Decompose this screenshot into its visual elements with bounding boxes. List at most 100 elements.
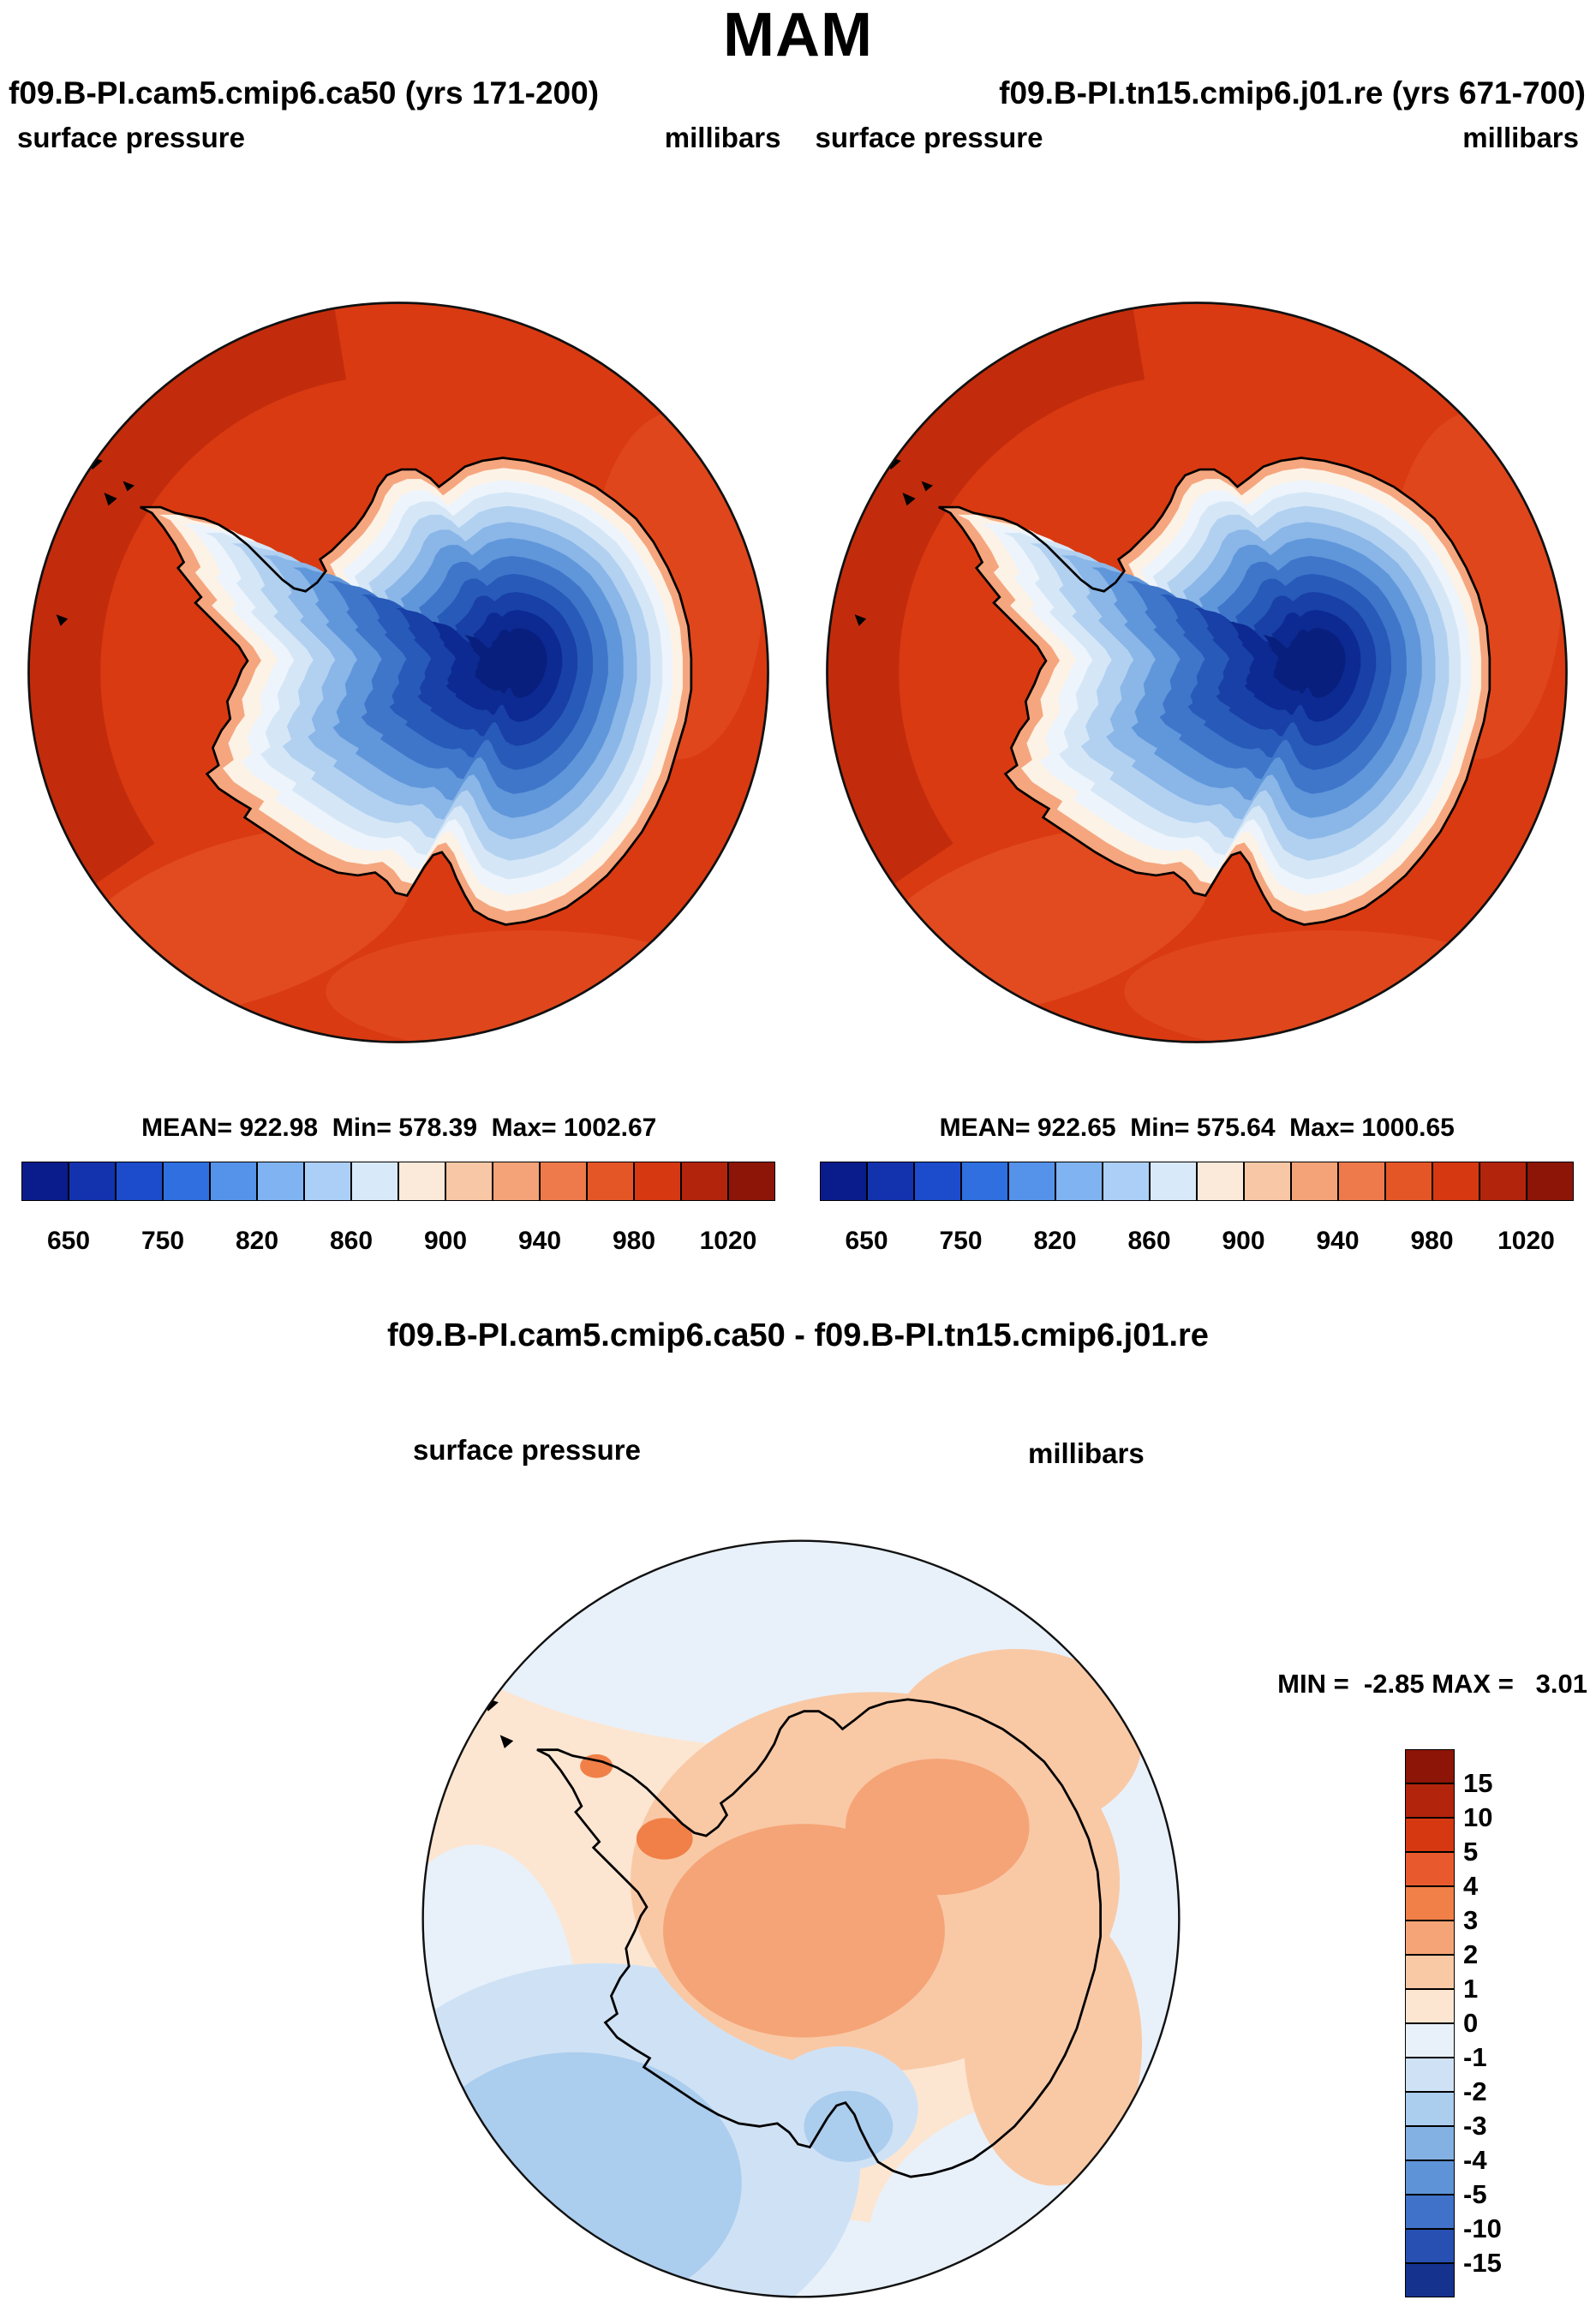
diff-colorbar-label: -15: [1463, 2248, 1502, 2278]
diff-colorbar-label: 15: [1463, 1768, 1493, 1798]
colorbar-segment: [634, 1162, 681, 1201]
panel-label-row: surface pressure millibars: [816, 122, 1580, 154]
diff-colorbar-segment: [1405, 1989, 1455, 2023]
diff-colorbar-label: -2: [1463, 2076, 1487, 2106]
colorbar-segment: [587, 1162, 634, 1201]
diff-colorbar-label: 1: [1463, 1974, 1479, 2004]
colorbar-segment: [493, 1162, 540, 1201]
diff-colorbar-segment: [1405, 1818, 1455, 1852]
diff-colorbar-segment: [1405, 2160, 1455, 2195]
colorbar-segment: [913, 1162, 961, 1201]
pressure-map-left: [21, 296, 775, 1049]
colorbar-tick-label: 940: [1316, 1227, 1360, 1255]
colorbar-segment: [1337, 1162, 1385, 1201]
diff-colorbar-vertical: [1405, 1749, 1455, 2297]
diff-colorbar-label: -1: [1463, 2042, 1487, 2072]
diff-colorbar-label: 3: [1463, 1905, 1479, 1935]
run-label-right: f09.B-PI.tn15.cmip6.j01.re (yrs 671-700): [999, 75, 1586, 111]
field-label: surface pressure: [815, 122, 1043, 153]
colorbar-segment: [257, 1162, 304, 1201]
colorbar-tick-label: 650: [845, 1227, 888, 1255]
diff-colorbar-segment: [1405, 2229, 1455, 2263]
colorbar-segment: [21, 1162, 69, 1201]
panel-left: surface pressure millibars MEAN= 922.98 …: [0, 111, 798, 1311]
colorbar-tick-label: 650: [46, 1227, 91, 1255]
colorbar-segment: [1055, 1162, 1103, 1201]
colorbar-tick-label: 1020: [699, 1227, 757, 1255]
colorbar-segment: [210, 1162, 257, 1201]
colorbar-segment: [163, 1162, 210, 1201]
diff-colorbar-label-column: 15 10 5 4 3 2 1 0 -1 -2 -3 -4 -5 -10 -15: [1463, 1749, 1549, 2297]
diff-colorbar-segment: [1405, 2126, 1455, 2160]
colorbar-segment: [1290, 1162, 1338, 1201]
colorbar-tick-label: 980: [612, 1227, 656, 1255]
diff-minmax-label: MIN = -2.85 MAX = 3.01: [1277, 1669, 1587, 1699]
colorbar-segment: [1007, 1162, 1055, 1201]
run-label-left: f09.B-PI.cam5.cmip6.ca50 (yrs 171-200): [9, 75, 600, 111]
diff-colorbar-segment: [1405, 1783, 1455, 1818]
colorbar-tick-row: 650 750 820 860 900 940 980 1020: [820, 1227, 1574, 1261]
difference-map: [415, 1533, 1187, 2304]
colorbar-tick-label: 900: [1222, 1227, 1265, 1255]
diff-colorbar-label: -3: [1463, 2111, 1487, 2141]
diff-colorbar-label: 5: [1463, 1837, 1479, 1867]
colorbar-segment: [304, 1162, 351, 1201]
diff-colorbar-segment: [1405, 2263, 1455, 2297]
diff-colorbar-label: 2: [1463, 1939, 1479, 1969]
colorbar-tick-label: 1020: [1497, 1227, 1555, 1255]
diff-colorbar-segment: [1405, 2023, 1455, 2058]
colorbar-segment: [960, 1162, 1008, 1201]
colorbar-tick-label: 860: [329, 1227, 374, 1255]
colorbar-segment: [1432, 1162, 1479, 1201]
diff-colorbar-segment: [1405, 1955, 1455, 1989]
diff-colorbar-label: 0: [1463, 2008, 1479, 2038]
colorbar-segment: [1384, 1162, 1432, 1201]
diff-colorbar-segment: [1405, 2092, 1455, 2126]
colorbar-horizontal: [819, 1162, 1574, 1201]
diff-colorbar-segment: [1405, 2058, 1455, 2092]
diff-colorbar-segment: [1405, 2195, 1455, 2229]
field-label: surface pressure: [17, 122, 245, 153]
colorbar-tick-label: 750: [939, 1227, 983, 1255]
colorbar-segment: [116, 1162, 163, 1201]
diff-colorbar-segment: [1405, 1886, 1455, 1921]
colorbar-segment: [728, 1162, 775, 1201]
colorbar-segment: [866, 1162, 914, 1201]
units-label: millibars: [664, 122, 781, 153]
diff-colorbar-segment: [1405, 1852, 1455, 1886]
colorbar-segment: [1526, 1162, 1574, 1201]
comparison-panels: surface pressure millibars MEAN= 922.98 …: [0, 111, 1596, 1311]
diff-colorbar-label: -4: [1463, 2145, 1487, 2175]
colorbar-horizontal: [21, 1162, 775, 1201]
diff-colorbar-segment: [1405, 1921, 1455, 1955]
colorbar-segment: [69, 1162, 116, 1201]
stats-line: MEAN= 922.65 Min= 575.64 Max= 1000.65: [939, 1114, 1455, 1142]
colorbar-tick-label: 820: [235, 1227, 279, 1255]
colorbar-tick-row: 650 750 820 860 900 940 980 1020: [21, 1227, 775, 1261]
colorbar-tick-label: 820: [1033, 1227, 1077, 1255]
diff-colorbar-label: 10: [1463, 1802, 1493, 1832]
colorbar-segment: [1196, 1162, 1244, 1201]
diff-colorbar-segment: [1405, 1749, 1455, 1783]
colorbar-segment: [681, 1162, 728, 1201]
colorbar-tick-label: 860: [1127, 1227, 1171, 1255]
diff-colorbar-label: -5: [1463, 2179, 1487, 2209]
stats-line: MEAN= 922.98 Min= 578.39 Max= 1002.67: [141, 1114, 657, 1142]
diff-field-label: surface pressure: [413, 1434, 641, 1466]
colorbar-segment: [398, 1162, 445, 1201]
diff-title: f09.B-PI.cam5.cmip6.ca50 - f09.B-PI.tn15…: [387, 1317, 1209, 1353]
run-subtitle-row: f09.B-PI.cam5.cmip6.ca50 (yrs 171-200) f…: [9, 75, 1586, 111]
colorbar-tick-label: 940: [517, 1227, 562, 1255]
units-label: millibars: [1462, 122, 1579, 153]
colorbar-tick-label: 980: [1410, 1227, 1454, 1255]
colorbar-segment: [445, 1162, 493, 1201]
pressure-map-right: [820, 296, 1574, 1049]
colorbar-segment: [351, 1162, 398, 1201]
colorbar-tick-label: 750: [140, 1227, 185, 1255]
diff-colorbar-label: 4: [1463, 1871, 1479, 1901]
panel-right: surface pressure millibars MEAN= 922.65 …: [798, 111, 1596, 1311]
colorbar-segment: [1102, 1162, 1150, 1201]
colorbar-tick-label: 900: [423, 1227, 468, 1255]
colorbar-segment: [1243, 1162, 1291, 1201]
